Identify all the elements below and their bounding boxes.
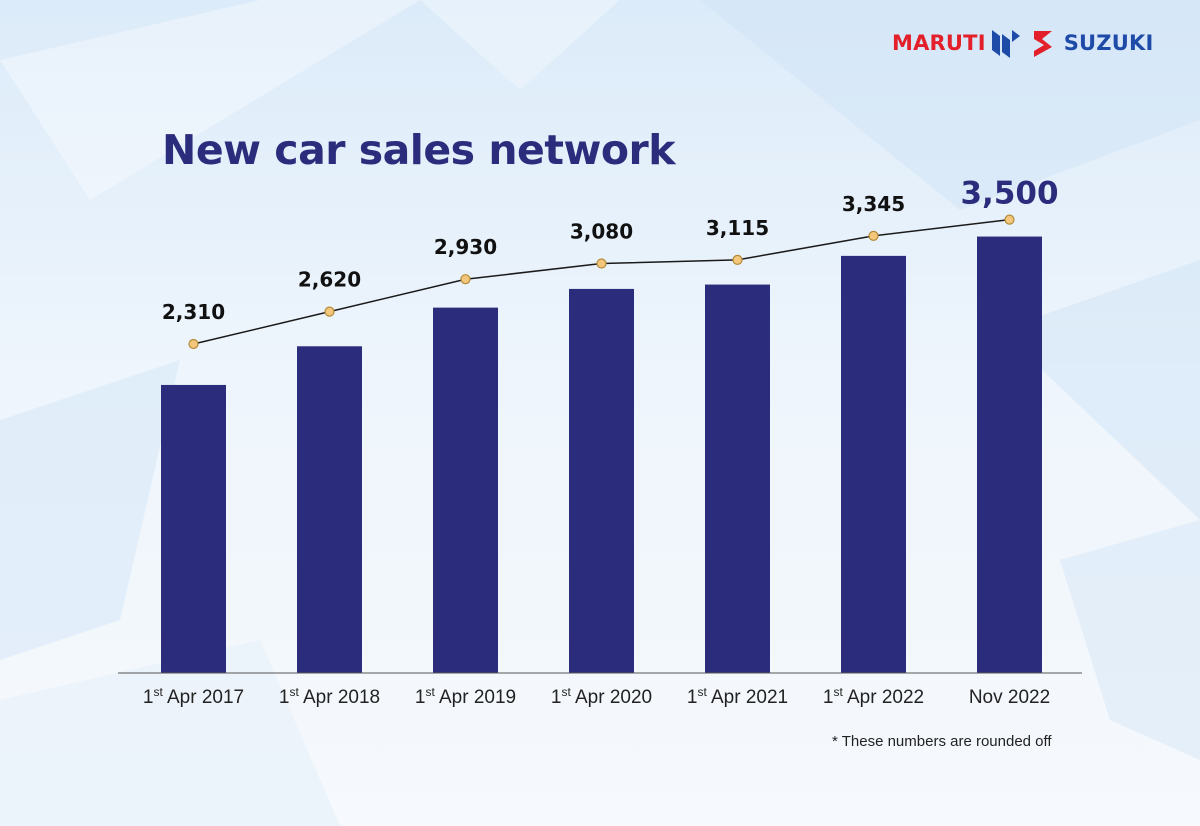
- tick-label-1: 1st Apr 2018: [279, 685, 380, 708]
- tick-label-5: 1st Apr 2022: [823, 685, 924, 708]
- tick-label-6: Nov 2022: [969, 687, 1050, 708]
- bar-6: [977, 236, 1042, 674]
- value-label-5: 3,345: [842, 192, 905, 216]
- line-point-0: [188, 338, 199, 350]
- tick-label-4: 1st Apr 2021: [687, 685, 788, 708]
- bar-4: [705, 284, 770, 673]
- bar-1: [297, 346, 362, 673]
- bar-5: [841, 255, 906, 674]
- line-point-4: [732, 254, 743, 265]
- value-label-4: 3,115: [706, 216, 769, 240]
- line-point-2: [460, 274, 471, 285]
- value-label-0: 2,310: [162, 300, 225, 324]
- line-point-5: [868, 230, 879, 241]
- bar-3: [569, 288, 634, 673]
- brand-left-word: MARUTI: [892, 31, 986, 55]
- value-label-1: 2,620: [298, 268, 361, 292]
- tick-label-0: 1st Apr 2017: [143, 685, 244, 708]
- brand-right-word: SUZUKI: [1063, 31, 1154, 55]
- tick-label-2: 1st Apr 2019: [415, 685, 516, 708]
- footnote: * These numbers are rounded off: [832, 733, 1052, 750]
- value-label-2: 2,930: [434, 235, 497, 259]
- brand-logo: MARUTI SUZUKI: [892, 26, 1164, 60]
- bar-2: [433, 307, 498, 673]
- suzuki-s-logo-icon: [991, 30, 1052, 58]
- value-label-3: 3,080: [570, 220, 633, 244]
- tick-label-3: 1st Apr 2020: [551, 685, 652, 708]
- line-point-6: [1004, 214, 1015, 225]
- value-label-6: 3,500: [960, 176, 1058, 212]
- line-point-1: [324, 306, 335, 317]
- chart-title: New car sales network: [162, 126, 675, 174]
- bar-0: [161, 384, 226, 673]
- line-point-3: [596, 258, 607, 269]
